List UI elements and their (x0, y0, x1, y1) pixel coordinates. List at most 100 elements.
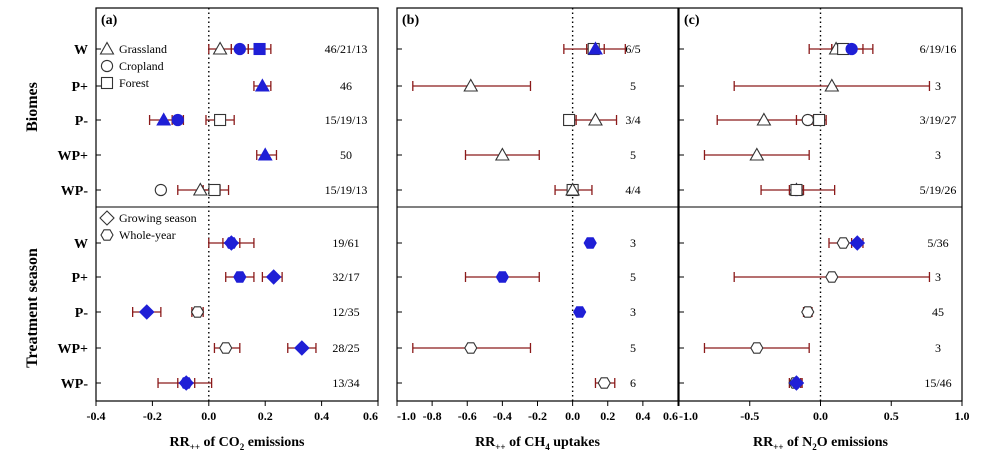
data-point-triangle (749, 147, 765, 161)
data-row: 3 (703, 341, 941, 355)
data-point-triangle (257, 147, 273, 161)
data-point-hexagon (597, 377, 611, 389)
x-tick-label: -0.4 (87, 409, 106, 423)
data-point-diamond (788, 375, 805, 391)
data-point-square (208, 183, 221, 197)
data-point-hexagon (836, 237, 850, 249)
x-tick-label: -0.4 (493, 409, 512, 423)
data-row: 15/19/13 (154, 182, 368, 197)
chart-panel-2: -1.0 -0.8 -0.6 -0.4 -0.2 0.0 0.2 0.4 0.6 (b) RR++ … (396, 7, 679, 452)
data-point-hexagon (801, 306, 815, 318)
sample-size-label: 3 (935, 79, 941, 93)
legend-hexagon-icon (100, 229, 114, 241)
data-row: 5/19/26 (760, 182, 956, 197)
row-label: WP- (61, 377, 89, 392)
data-row: 19/61 (208, 235, 360, 251)
x-tick-label: 0.0 (201, 409, 216, 423)
sample-size-label: 46/21/13 (325, 42, 368, 56)
data-row: 5 (464, 270, 636, 284)
data-point-hexagon (825, 271, 839, 283)
sample-size-label: 5 (630, 341, 636, 355)
x-tick-label: 0.6 (663, 409, 678, 423)
x-tick-label: -0.8 (423, 409, 442, 423)
sample-size-label: 15/46 (924, 376, 951, 390)
data-point-circle (801, 113, 814, 127)
x-tick-label: -0.5 (740, 409, 759, 423)
data-row: 6 (594, 376, 636, 390)
row-label: WP- (61, 184, 89, 199)
data-point-hexagon (233, 271, 247, 283)
sample-size-label: 46 (340, 79, 352, 93)
data-point-triangle (588, 41, 603, 55)
data-point-circle (154, 183, 168, 197)
data-point-triangle (212, 41, 228, 55)
data-point-square (790, 183, 803, 197)
sample-size-label: 5 (630, 148, 636, 162)
group-label: Biomes (24, 82, 41, 132)
data-point-square (253, 42, 266, 56)
data-point-hexagon (464, 342, 478, 354)
x-tick-label: -1.0 (679, 409, 698, 423)
legend-square-icon (100, 76, 114, 90)
sample-size-label: 3 (935, 270, 941, 284)
data-row: 3 (573, 305, 636, 319)
data-row: 6/19/16 (808, 41, 956, 56)
data-point-diamond (265, 269, 282, 285)
sample-size-label: 5/36 (927, 236, 948, 250)
sample-size-label: 28/25 (332, 341, 359, 355)
x-tick-label: -0.2 (528, 409, 547, 423)
legend-label: Whole-year (119, 228, 176, 242)
data-row: 46 (253, 78, 352, 93)
data-row: 45 (801, 305, 944, 319)
data-point-diamond (294, 340, 310, 356)
data-point-circle (845, 42, 858, 56)
data-point-triangle (156, 112, 172, 126)
data-point-hexagon (190, 306, 205, 318)
data-point-triangle (254, 78, 270, 92)
data-point-square (214, 113, 227, 127)
row-label: W (74, 43, 88, 58)
sample-size-label: 50 (340, 148, 352, 162)
row-label: P- (75, 114, 89, 129)
sample-size-label: 4/4 (625, 183, 640, 197)
data-point-circle (233, 42, 246, 56)
sample-size-label: 32/17 (332, 270, 359, 284)
x-axis-label: RR++ of CO2 emissions (170, 435, 306, 452)
sample-size-label: 15/19/13 (325, 183, 368, 197)
data-row: 3 (703, 147, 941, 162)
x-tick-label: 1.0 (955, 409, 970, 423)
sample-size-label: 45 (932, 305, 944, 319)
x-tick-label: -1.0 (397, 409, 416, 423)
data-point-circle (171, 113, 184, 127)
row-label: W (74, 237, 88, 252)
data-point-hexagon (583, 237, 597, 249)
chart-panel-3: -1.0 -0.5 0.0 0.5 1.0 (c) RR++ of N2O emission… (678, 7, 970, 452)
row-label: WP+ (57, 149, 88, 164)
data-point-hexagon (224, 237, 238, 249)
data-point-triangle (824, 78, 840, 92)
sample-size-label: 19/61 (332, 236, 359, 250)
data-point-diamond (849, 235, 866, 251)
data-point-hexagon (750, 342, 764, 354)
legend-circle-icon (100, 59, 114, 73)
x-tick-label: 0.2 (258, 409, 273, 423)
x-tick-label: 0.5 (884, 409, 899, 423)
legend-diamond-icon (99, 210, 115, 226)
data-point-square (813, 113, 826, 127)
data-row: 12/35 (132, 304, 360, 320)
legend-label: Forest (119, 76, 150, 90)
row-label: P- (75, 306, 89, 321)
data-point-triangle (192, 182, 208, 196)
x-tick-label: 0.2 (600, 409, 615, 423)
panel-label: (a) (101, 13, 118, 28)
plot-frame (95, 7, 379, 402)
sample-size-label: 3/4 (625, 113, 640, 127)
sample-size-label: 3 (935, 148, 941, 162)
data-row: 6/5 (563, 41, 641, 56)
row-label: P+ (71, 80, 88, 95)
panel-label: (b) (402, 13, 419, 28)
x-tick-label: 0.4 (635, 409, 650, 423)
data-point-triangle (463, 78, 479, 92)
data-point-square (563, 113, 576, 127)
